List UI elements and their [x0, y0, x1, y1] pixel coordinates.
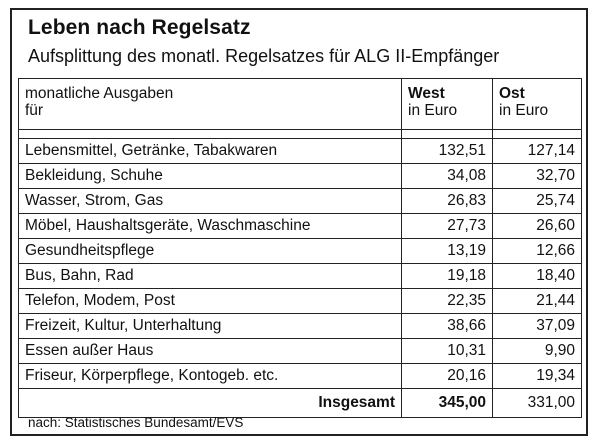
header-ost-cell: Ost in Euro: [492, 78, 582, 130]
table-row: Freizeit, Kultur, Unterhaltung 38,66 37,09: [18, 313, 582, 339]
row-west-cell: 20,16: [401, 363, 493, 389]
row-west-cell: 26,83: [401, 188, 493, 214]
table-row: Lebensmittel, Getränke, Tabakwaren 132,51…: [18, 138, 582, 164]
row-label-cell: Freizeit, Kultur, Unterhaltung: [18, 313, 402, 339]
table-row: Wasser, Strom, Gas 26,83 25,74: [18, 188, 582, 214]
row-label-cell: Möbel, Haushaltsgeräte, Waschmaschine: [18, 213, 402, 239]
gap-cell: [18, 129, 402, 139]
header-ost-line2: in Euro: [499, 102, 549, 119]
row-west-cell: 13,19: [401, 238, 493, 264]
total-row: Insgesamt 345,00 331,00: [18, 388, 582, 418]
header-west-cell: West in Euro: [401, 78, 493, 130]
row-ost-cell: 21,44: [492, 288, 582, 314]
row-ost-cell: 25,74: [492, 188, 582, 214]
gap-cell: [401, 129, 493, 139]
row-ost-cell: 37,09: [492, 313, 582, 339]
table-row: Bekleidung, Schuhe 34,08 32,70: [18, 163, 582, 189]
total-ost-cell: 331,00: [492, 388, 582, 418]
header-west-line2: in Euro: [408, 102, 458, 119]
document-frame: Leben nach Regelsatz Aufsplittung des mo…: [10, 8, 588, 436]
row-label-cell: Wasser, Strom, Gas: [18, 188, 402, 214]
row-label-cell: Essen außer Haus: [18, 338, 402, 364]
row-ost-cell: 12,66: [492, 238, 582, 264]
header-ost-line1: Ost: [499, 85, 525, 102]
row-label-cell: Telefon, Modem, Post: [18, 288, 402, 314]
header-label-cell: monatliche Ausgaben für: [18, 78, 402, 130]
table-row: Gesundheitspflege 13,19 12,66: [18, 238, 582, 264]
header-gap-row: [18, 129, 582, 139]
source-note: nach: Statistisches Bundesamt/EVS: [28, 415, 244, 430]
header-label-line2: für: [25, 102, 44, 119]
row-west-cell: 27,73: [401, 213, 493, 239]
total-west-cell: 345,00: [401, 388, 493, 418]
row-label-cell: Lebensmittel, Getränke, Tabakwaren: [18, 138, 402, 164]
table-row: Möbel, Haushaltsgeräte, Waschmaschine 27,…: [18, 213, 582, 239]
total-label-cell: Insgesamt: [18, 388, 402, 418]
table-row: Essen außer Haus 10,31 9,90: [18, 338, 582, 364]
expense-table: monatliche Ausgaben für West in Euro Ost…: [18, 78, 582, 418]
row-ost-cell: 26,60: [492, 213, 582, 239]
row-label-cell: Gesundheitspflege: [18, 238, 402, 264]
row-ost-cell: 9,90: [492, 338, 582, 364]
row-label-cell: Bus, Bahn, Rad: [18, 263, 402, 289]
table-row: Bus, Bahn, Rad 19,18 18,40: [18, 263, 582, 289]
row-label-cell: Friseur, Körperpflege, Kontogeb. etc.: [18, 363, 402, 389]
document-subtitle: Aufsplittung des monatl. Regelsatzes für…: [28, 46, 500, 66]
row-label-cell: Bekleidung, Schuhe: [18, 163, 402, 189]
header-west-line1: West: [408, 85, 445, 102]
row-west-cell: 132,51: [401, 138, 493, 164]
gap-cell: [492, 129, 582, 139]
row-ost-cell: 127,14: [492, 138, 582, 164]
row-west-cell: 22,35: [401, 288, 493, 314]
row-west-cell: 38,66: [401, 313, 493, 339]
header-label-line1: monatliche Ausgaben: [25, 85, 174, 102]
table-row: Telefon, Modem, Post 22,35 21,44: [18, 288, 582, 314]
row-ost-cell: 32,70: [492, 163, 582, 189]
row-ost-cell: 19,34: [492, 363, 582, 389]
row-west-cell: 34,08: [401, 163, 493, 189]
row-ost-cell: 18,40: [492, 263, 582, 289]
document-title: Leben nach Regelsatz: [28, 16, 251, 39]
row-west-cell: 10,31: [401, 338, 493, 364]
row-west-cell: 19,18: [401, 263, 493, 289]
table-header-row: monatliche Ausgaben für West in Euro Ost…: [18, 78, 582, 130]
table-row: Friseur, Körperpflege, Kontogeb. etc. 20,…: [18, 363, 582, 389]
